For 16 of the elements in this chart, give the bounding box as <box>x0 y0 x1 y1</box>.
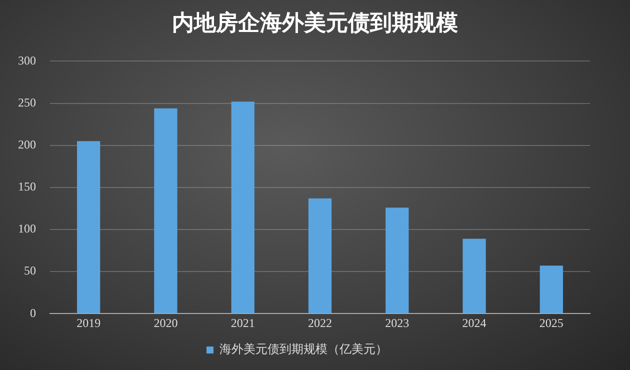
x-tick-label: 2019 <box>76 316 101 330</box>
x-tick-label: 2022 <box>308 316 332 330</box>
y-tick-label: 150 <box>18 180 36 194</box>
x-tick-label: 2020 <box>154 316 178 330</box>
x-tick-label: 2024 <box>462 316 486 330</box>
legend-label: 海外美元债到期规模（亿美元） <box>220 342 388 356</box>
y-tick-label: 100 <box>18 222 36 236</box>
chart-title: 内地房企海外美元债到期规模 <box>171 10 459 38</box>
x-tick-label: 2023 <box>385 316 410 330</box>
y-tick-label: 300 <box>18 53 36 68</box>
y-tick-label: 200 <box>18 137 36 152</box>
x-tick-label: 2025 <box>539 316 564 330</box>
y-tick-label: 50 <box>24 264 36 278</box>
y-tick-label: 0 <box>30 306 36 320</box>
y-tick-label: 250 <box>18 95 36 110</box>
x-tick-label: 2021 <box>230 316 255 330</box>
